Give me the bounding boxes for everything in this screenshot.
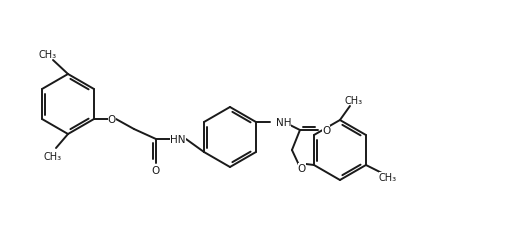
Text: CH₃: CH₃ (39, 50, 57, 60)
Text: HN: HN (170, 135, 185, 144)
Text: CH₃: CH₃ (344, 96, 362, 106)
Text: CH₃: CH₃ (44, 151, 62, 161)
Text: O: O (152, 165, 160, 175)
Text: O: O (321, 125, 330, 136)
Text: CH₃: CH₃ (378, 172, 396, 182)
Text: O: O (297, 163, 306, 173)
Text: O: O (108, 115, 116, 124)
Text: NH: NH (275, 117, 291, 128)
